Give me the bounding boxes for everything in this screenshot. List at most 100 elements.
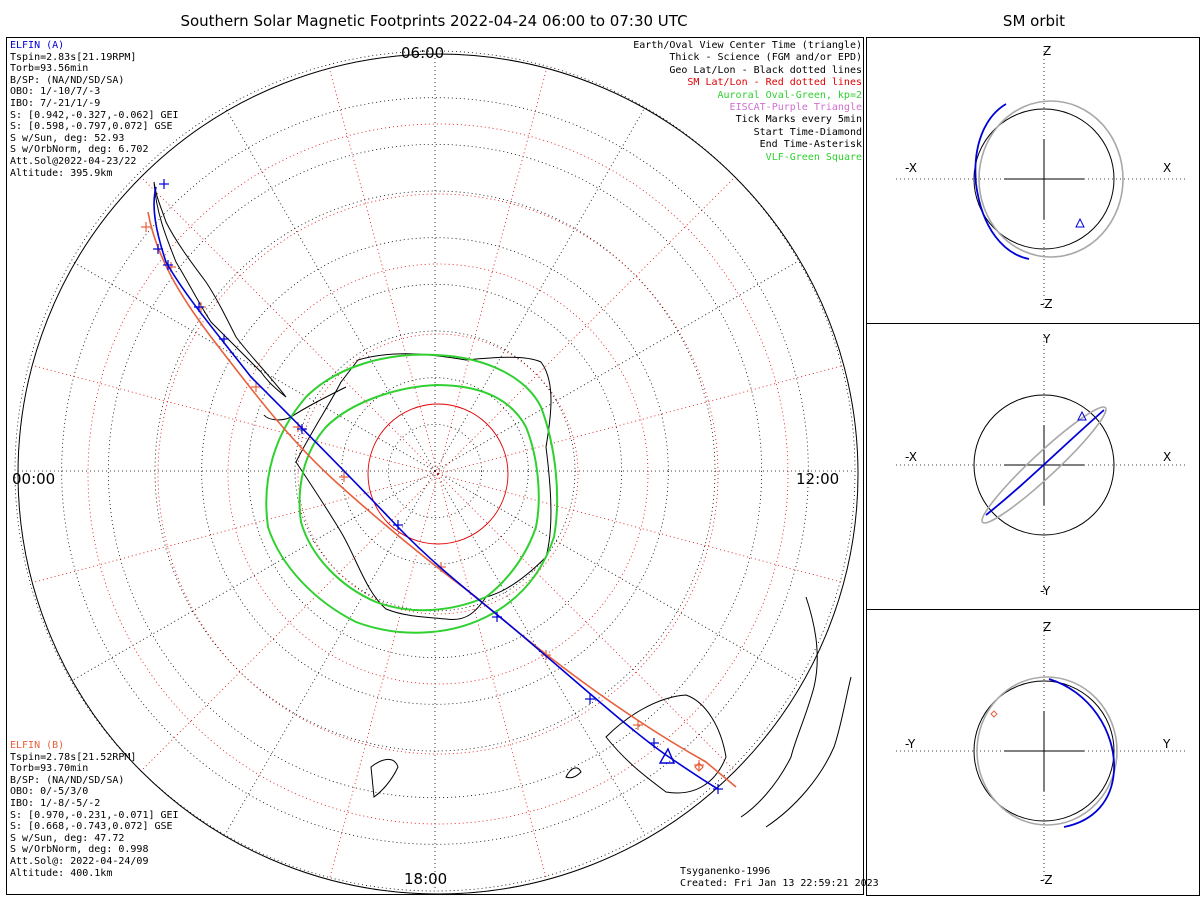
panel1-bottom-label: -Z: [1040, 297, 1053, 311]
panel3-bottom-label: -Z: [1040, 873, 1053, 887]
sm-lon-line: [437, 176, 736, 475]
elfin-a-info-line: ELFIN (A): [10, 40, 65, 51]
orbit-xz-track: [974, 103, 1030, 260]
legend-entry: Start Time-Diamond: [753, 126, 862, 138]
geo-lon-line: [224, 470, 436, 835]
credit-text: Tsyganenko-1996 Created: Fri Jan 13 22:59…: [680, 866, 879, 890]
elfin-a-info-line: S: [0.942,-0.327,-0.062] GEI: [10, 109, 179, 121]
credit-line: Tsyganenko-1996: [680, 866, 771, 877]
view-center-triangle: [658, 747, 676, 764]
panel1-top-label: Z: [1043, 44, 1052, 58]
orbit-panel-title: SM orbit: [1002, 12, 1066, 30]
elfin-b-info-line: IBO: 1/-8/-5/-2: [10, 797, 101, 809]
elfin-a-info-line: S w/Sun, deg: 52.93: [10, 132, 125, 144]
panel3-right-label: Y: [1163, 737, 1171, 751]
elfin-a-info-line: S: [0.598,-0.797,0.072] GSE: [10, 121, 173, 133]
sm-lat-circle: [87, 123, 789, 825]
map-boundary: [17, 53, 859, 895]
auroral-oval-equatorward: [265, 353, 559, 634]
elfin-b-info-line: S w/OrbNorm, deg: 0.998: [10, 844, 149, 856]
elfin-a-info-line: Att.Sol@2022-04-23/22: [10, 155, 137, 167]
panel2-left-label: -X: [905, 450, 917, 464]
map-legend: Earth/Oval View Center Time (triangle) Th…: [560, 40, 862, 164]
footprint-map-frame: [6, 37, 864, 895]
mlt-label-right: 12:00: [796, 470, 840, 488]
legend-entry: EISCAT-Purple Triangle: [729, 101, 862, 113]
sm-lon-line: [437, 473, 548, 880]
auroral-oval: [265, 353, 559, 634]
legend-entry: VLF-Green Square: [765, 151, 862, 163]
elfin-b-info-line: S w/Sun, deg: 47.72: [10, 832, 125, 844]
orbit-xy-earth: [973, 394, 1115, 536]
legend-entry: SM Lat/Lon - Red dotted lines: [687, 77, 862, 89]
orbit-xy-triangle: [1077, 410, 1087, 421]
elfin-a-info-line: IBO: 7/-21/1/-9: [10, 97, 101, 109]
orbit-yz: [896, 623, 1186, 883]
sm-lat-circle: [367, 403, 509, 545]
elfin-b-info-line: B/SP: (NA/ND/SD/SA): [10, 774, 125, 786]
orbit-plots: [896, 51, 1186, 883]
orbit-yz-diamond: [990, 710, 998, 718]
panel2-top-label: Y: [1043, 332, 1051, 346]
geo-lat-circle: [107, 143, 763, 799]
orbit-xz: [896, 51, 1186, 311]
orbit-xz-orbit: [978, 100, 1124, 258]
elfin-a-info: ELFIN (A) Tspin=2.83s[21.19RPM] Torb=93.56…: [10, 40, 179, 179]
legend-entry: End Time-Asterisk: [759, 139, 862, 151]
sm-latlon-grid: [17, 53, 859, 895]
elfin-b-info-line: S: [0.970,-0.231,-0.071] GEI: [10, 809, 179, 821]
orbit-xz-triangle: [1075, 217, 1085, 228]
geo-lon-line: [434, 470, 799, 682]
footprint-map[interactable]: [6, 37, 864, 895]
elfin-a-info-line: S w/OrbNorm, deg: 6.702: [10, 144, 149, 156]
sm-lat-circle: [297, 333, 579, 615]
panel1-right-label: X: [1163, 161, 1172, 175]
elfin-a-info-line: Tspin=2.83s[21.19RPM]: [10, 51, 137, 63]
elfin-b-info-line: OBO: 0/-5/3/0: [10, 786, 89, 798]
sm-lon-line: [328, 68, 439, 475]
geo-lat-circle: [61, 97, 809, 845]
mlt-label-left: 00:00: [12, 470, 56, 488]
geo-latlon-grid: [14, 50, 856, 892]
panel3-left-label: -Y: [905, 737, 916, 751]
sm-lat-circle: [227, 263, 649, 685]
sm-lat-circle: [157, 193, 719, 755]
elfin-a-line: [153, 186, 719, 790]
orbit-xy-track: [985, 409, 1105, 516]
elfin-b-info-line: S: [0.668,-0.743,0.072] GSE: [10, 821, 173, 833]
orbit-xy: [896, 337, 1186, 597]
legend-entry: Geo Lat/Lon - Black dotted lines: [669, 64, 862, 76]
elfin-b-info-line: ELFIN (B): [10, 740, 65, 751]
legend-entry: Thick - Science (FGM and/or EPD): [669, 52, 862, 64]
orbit-yz-orbit: [976, 676, 1118, 826]
elfin-b-info-line: Altitude: 400.1km: [10, 867, 113, 879]
elfin-a-info-line: Torb=93.56min: [10, 63, 89, 75]
panel2-right-label: X: [1163, 450, 1172, 464]
sm-lon-line: [437, 473, 844, 584]
elfin-b-info: ELFIN (B) Tspin=2.78s[21.52RPM] Torb=93.70…: [10, 740, 179, 879]
elfin-b-info-line: Torb=93.70min: [10, 763, 89, 775]
geo-lat-circle: [247, 283, 623, 659]
orbit-xz-earth: [973, 108, 1115, 250]
elfin-b-line: [147, 211, 737, 788]
page-title: Southern Solar Magnetic Footprints 2022-…: [180, 12, 688, 30]
orbit-yz-track: [1048, 678, 1115, 828]
orbit-yz-earth: [973, 680, 1115, 822]
elfin-a-info-line: Altitude: 395.9km: [10, 167, 113, 179]
geo-lat-circle: [341, 377, 529, 565]
panel1-left-label: -X: [905, 161, 917, 175]
sm-lon-line: [32, 364, 439, 475]
credit-line: Created: Fri Jan 13 22:59:21 2023: [680, 878, 879, 889]
geo-lon-line: [434, 470, 646, 835]
geo-lat-circle: [14, 50, 856, 892]
elfin-a-footprint-track: [153, 179, 723, 794]
elfin-b-start-diamond: [694, 762, 704, 772]
elfin-a-info-line: OBO: 1/-10/7/-3: [10, 86, 101, 98]
legend-entry: Earth/Oval View Center Time (triangle): [633, 40, 862, 51]
orbit-xy-orbit: [981, 406, 1107, 524]
panel2-bottom-label: -Y: [1040, 584, 1051, 598]
elfin-b-info-line: Att.Sol@: 2022-04-24/09: [10, 855, 149, 867]
legend-entry: Auroral Oval-Green, kp=2: [717, 89, 863, 101]
mlt-label-bottom: 18:00: [404, 870, 448, 888]
sm-lon-line: [437, 364, 844, 475]
